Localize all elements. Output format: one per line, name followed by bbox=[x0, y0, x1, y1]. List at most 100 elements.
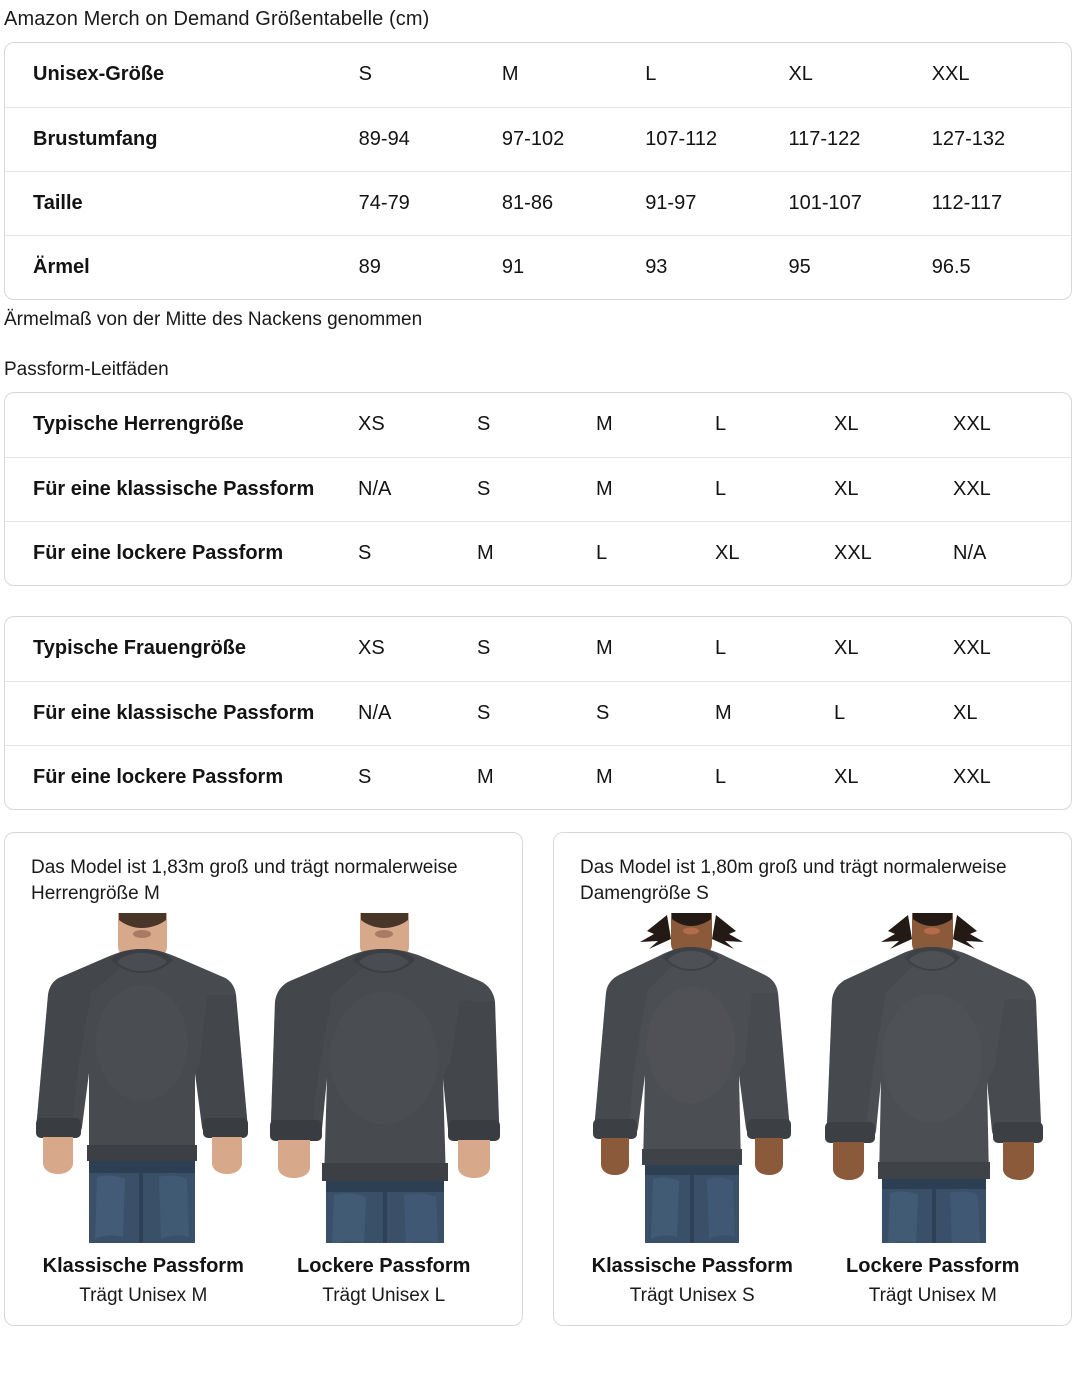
size-table-body: Unisex-Größe S M L XL XXL Brustumfang 89… bbox=[5, 43, 1071, 299]
cell-sleeve-s: 89 bbox=[358, 234, 502, 299]
model-photo-male-classic bbox=[23, 913, 262, 1243]
mens-fit-header-l: L bbox=[715, 413, 727, 436]
womens-loose-fit-label: Für eine lockere Passform bbox=[5, 744, 358, 809]
cell-chest-m: 97-102 bbox=[501, 106, 646, 171]
mens-loose-4: XXL bbox=[834, 520, 953, 585]
womens-loose-0: S bbox=[358, 744, 477, 809]
womens-classic-5: XL bbox=[953, 680, 1071, 745]
table-row-header: Unisex-Größe S M L XL XXL bbox=[5, 43, 1071, 107]
womens-loose-2: M bbox=[596, 744, 715, 809]
model-card-male: Das Model ist 1,83m groß und trägt norma… bbox=[4, 832, 523, 1326]
womens-loose-4: XL bbox=[834, 744, 953, 809]
table-row: Brustumfang 89-94 97-102 107-112 117-122… bbox=[5, 106, 1071, 171]
womens-fit-header-xxl: XXL bbox=[953, 637, 991, 660]
size-chart-table: Unisex-Größe S M L XL XXL Brustumfang 89… bbox=[4, 42, 1072, 300]
womens-classic-2: S bbox=[596, 680, 715, 745]
fit-wears-female-classic: Trägt Unisex S bbox=[629, 1285, 755, 1306]
fit-name-female-classic: Klassische Passform bbox=[591, 1255, 793, 1277]
table-row: Taille 74-79 81-86 91-97 101-107 112-117 bbox=[5, 170, 1071, 235]
row-label-sleeve: Ärmel bbox=[5, 234, 359, 299]
mens-classic-4: XL bbox=[834, 456, 953, 521]
size-table-header-xl: XL bbox=[788, 63, 813, 86]
size-table-header-m: M bbox=[501, 63, 519, 86]
size-table-header-s: S bbox=[358, 63, 372, 86]
womens-classic-4: L bbox=[834, 680, 953, 745]
fit-guides-heading: Passform-Leitfäden bbox=[4, 359, 169, 380]
mens-fit-header-label: Typische Herrengröße bbox=[33, 413, 244, 436]
fit-name-female-loose: Lockere Passform bbox=[846, 1255, 1020, 1277]
mens-fit-header-s: S bbox=[477, 413, 491, 436]
mens-loose-5: N/A bbox=[953, 520, 1071, 585]
womens-fit-header-xl: XL bbox=[834, 637, 859, 660]
page-title: Amazon Merch on Demand Größentabelle (cm… bbox=[4, 8, 430, 30]
womens-classic-0: N/A bbox=[358, 680, 477, 745]
table-row: Ärmel 89 91 93 95 96.5 bbox=[5, 234, 1071, 299]
model-card-male-caption: Das Model ist 1,83m groß und trägt norma… bbox=[31, 857, 458, 904]
womens-loose-1: M bbox=[477, 744, 596, 809]
womens-fit-header-m: M bbox=[596, 637, 613, 660]
womens-loose-5: XXL bbox=[953, 744, 1071, 809]
fit-wears-female-loose: Trägt Unisex M bbox=[868, 1285, 997, 1306]
mens-fit-header-m: M bbox=[596, 413, 613, 436]
table-row: Für eine klassische Passform N/A S M L X… bbox=[5, 456, 1071, 521]
table-row: Für eine lockere Passform S M M L XL XXL bbox=[5, 744, 1071, 809]
mens-fit-header-xxl: XXL bbox=[953, 413, 991, 436]
size-table-header-xxl: XXL bbox=[931, 63, 970, 86]
model-photo-female-classic bbox=[572, 913, 811, 1243]
cell-waist-m: 81-86 bbox=[501, 170, 646, 235]
mens-fit-header-xs: XS bbox=[358, 413, 385, 436]
cell-sleeve-m: 91 bbox=[501, 234, 646, 299]
womens-classic-1: S bbox=[477, 680, 596, 745]
mens-classic-1: S bbox=[477, 456, 596, 521]
model-label-male-classic: Klassische Passform Trägt Unisex M bbox=[23, 1251, 264, 1311]
cell-waist-s: 74-79 bbox=[358, 170, 502, 235]
cell-sleeve-xl: 95 bbox=[788, 234, 932, 299]
model-label-female-classic: Klassische Passform Trägt Unisex S bbox=[572, 1251, 813, 1311]
cell-waist-xl: 101-107 bbox=[788, 170, 932, 235]
cell-chest-xxl: 127-132 bbox=[931, 106, 1071, 171]
fit-wears-male-loose: Trägt Unisex L bbox=[322, 1285, 446, 1306]
mens-loose-1: M bbox=[477, 520, 596, 585]
cell-sleeve-xxl: 96.5 bbox=[931, 234, 1071, 299]
model-label-male-loose: Lockere Passform Trägt Unisex L bbox=[264, 1251, 505, 1311]
womens-fit-header-l: L bbox=[715, 637, 727, 660]
cell-waist-xxl: 112-117 bbox=[931, 170, 1071, 235]
cell-chest-l: 107-112 bbox=[645, 106, 789, 171]
fit-name-male-classic: Klassische Passform bbox=[42, 1255, 244, 1277]
mens-fit-table: Typische Herrengröße XS S M L XL XXL Für… bbox=[4, 392, 1072, 586]
table-row-header: Typische Frauengröße XS S M L XL XXL bbox=[5, 617, 1071, 681]
womens-fit-table: Typische Frauengröße XS S M L XL XXL Für… bbox=[4, 616, 1072, 810]
womens-fit-header-xs: XS bbox=[358, 637, 385, 660]
womens-loose-3: L bbox=[715, 744, 834, 809]
model-card-female: Das Model ist 1,80m groß und trägt norma… bbox=[553, 832, 1072, 1326]
womens-classic-3: M bbox=[715, 680, 834, 745]
table-row: Für eine klassische Passform N/A S S M L… bbox=[5, 680, 1071, 745]
cell-sleeve-l: 93 bbox=[645, 234, 789, 299]
model-label-female-loose: Lockere Passform Trägt Unisex M bbox=[813, 1251, 1054, 1311]
model-cards-row: Das Model ist 1,83m groß und trägt norma… bbox=[4, 832, 1072, 1326]
womens-classic-fit-label: Für eine klassische Passform bbox=[5, 680, 358, 745]
mens-classic-5: XXL bbox=[953, 456, 1071, 521]
model-photo-male-loose bbox=[266, 913, 505, 1243]
mens-classic-3: L bbox=[715, 456, 834, 521]
row-label-waist: Taille bbox=[5, 170, 359, 235]
table-spacer bbox=[0, 586, 1080, 606]
model-photo-female-loose bbox=[815, 913, 1054, 1243]
sleeve-measurement-note: Ärmelmaß von der Mitte des Nackens genom… bbox=[4, 309, 423, 330]
model-card-female-caption: Das Model ist 1,80m groß und trägt norma… bbox=[580, 857, 1007, 904]
cell-chest-xl: 117-122 bbox=[788, 106, 932, 171]
cell-chest-s: 89-94 bbox=[358, 106, 502, 171]
mens-loose-fit-label: Für eine lockere Passform bbox=[5, 520, 358, 585]
mens-classic-fit-label: Für eine klassische Passform bbox=[5, 456, 358, 521]
womens-fit-header-label: Typische Frauengröße bbox=[33, 637, 247, 660]
mens-loose-0: S bbox=[358, 520, 477, 585]
cell-waist-l: 91-97 bbox=[645, 170, 789, 235]
size-table-header-l: L bbox=[645, 63, 657, 86]
row-label-chest: Brustumfang bbox=[5, 106, 359, 171]
model-card-male-figures bbox=[23, 913, 504, 1243]
table-row: Für eine lockere Passform S M L XL XXL N… bbox=[5, 520, 1071, 585]
fit-name-male-loose: Lockere Passform bbox=[297, 1255, 471, 1277]
model-card-female-labels: Klassische Passform Trägt Unisex S Locke… bbox=[572, 1251, 1053, 1311]
table-row-header: Typische Herrengröße XS S M L XL XXL bbox=[5, 393, 1071, 457]
womens-fit-header-s: S bbox=[477, 637, 491, 660]
